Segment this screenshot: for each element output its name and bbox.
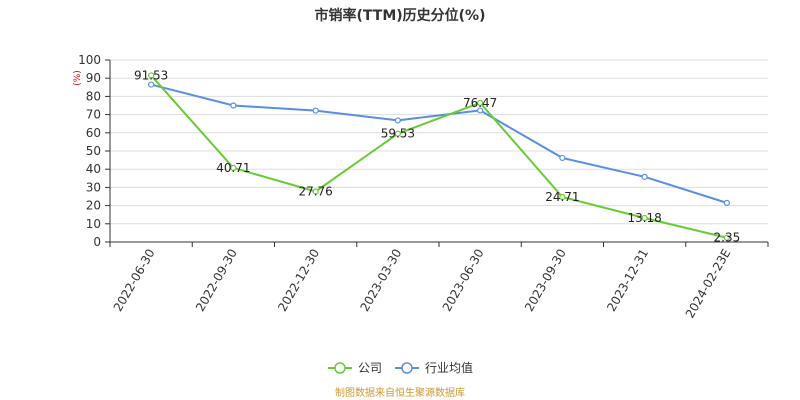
data-point-company[interactable] <box>230 164 237 172</box>
data-point-industry[interactable] <box>477 107 484 114</box>
legend-item-industry[interactable]: 行业均值 <box>395 360 473 375</box>
y-tick-label: 0 <box>93 235 101 249</box>
series-line-company <box>150 74 728 239</box>
x-tick-label: 2023-03-30 <box>357 247 404 314</box>
legend-marker-industry <box>401 362 413 374</box>
series-company <box>148 72 730 241</box>
chart-title: 市销率(TTM)历史分位(%) <box>315 7 486 24</box>
data-point-industry[interactable] <box>312 107 319 114</box>
x-tick-label: 2023-09-30 <box>522 247 569 314</box>
legend[interactable]: 公司 行业均值 <box>328 360 473 375</box>
data-label-company: 76.47 <box>463 96 497 110</box>
y-tick-label: 50 <box>86 144 101 158</box>
legend-marker-company <box>334 362 346 374</box>
data-point-industry[interactable] <box>148 81 155 88</box>
data-label-company: 24.71 <box>545 190 579 204</box>
y-tick-label: 90 <box>86 71 101 85</box>
data-point-company[interactable] <box>477 99 484 106</box>
y-tick-label: 60 <box>86 126 101 140</box>
footer-source: 制图数据来自恒生聚源数据库 <box>335 386 465 399</box>
y-tick-label: 40 <box>86 162 101 176</box>
data-point-company[interactable] <box>723 234 730 241</box>
data-label-company: 13.18 <box>627 211 661 225</box>
series <box>148 72 730 241</box>
x-tick-label: 2022-06-30 <box>111 247 158 314</box>
y-tick-label: 100 <box>78 53 101 67</box>
data-point-industry[interactable] <box>230 102 237 109</box>
data-point-company[interactable] <box>394 130 401 137</box>
x-tick-label: 2023-12-31 <box>604 247 651 314</box>
x-tick-label: 2023-06-30 <box>440 247 487 314</box>
y-axis-unit: (%) <box>73 70 83 86</box>
data-point-company[interactable] <box>641 214 648 222</box>
data-label-company: 91.53 <box>134 68 168 82</box>
data-labels: 91.53 40.71 27.76 59.53 76.47 24.71 13.18 2.35 <box>134 68 740 244</box>
x-tick-label: 2024-02-23E <box>683 247 734 321</box>
data-label-company: 27.76 <box>298 184 332 198</box>
data-point-industry[interactable] <box>723 199 730 206</box>
legend-label-company: 公司 <box>358 361 382 375</box>
data-point-company[interactable] <box>312 188 319 195</box>
y-tick-label: 80 <box>86 89 101 103</box>
x-tick-label: 2022-09-30 <box>193 247 240 314</box>
series-line-industry <box>150 83 728 204</box>
x-tick-label: 2022-12-30 <box>275 247 322 314</box>
data-point-industry[interactable] <box>641 173 648 180</box>
data-label-company: 59.53 <box>381 127 415 141</box>
series-industry <box>148 81 730 206</box>
data-label-company: 2.35 <box>714 231 741 245</box>
data-point-industry[interactable] <box>394 117 401 124</box>
y-tick-label: 20 <box>86 199 101 213</box>
data-point-company[interactable] <box>559 193 566 201</box>
y-tick-label: 70 <box>86 108 101 122</box>
legend-label-industry: 行业均值 <box>425 360 473 375</box>
data-label-company: 40.71 <box>216 161 250 175</box>
data-point-company[interactable] <box>148 72 155 79</box>
data-point-industry[interactable] <box>559 154 566 162</box>
y-tick-label: 30 <box>86 180 101 194</box>
legend-item-company[interactable]: 公司 <box>328 361 382 375</box>
grid <box>110 59 768 225</box>
y-tick-label: 10 <box>86 217 101 231</box>
